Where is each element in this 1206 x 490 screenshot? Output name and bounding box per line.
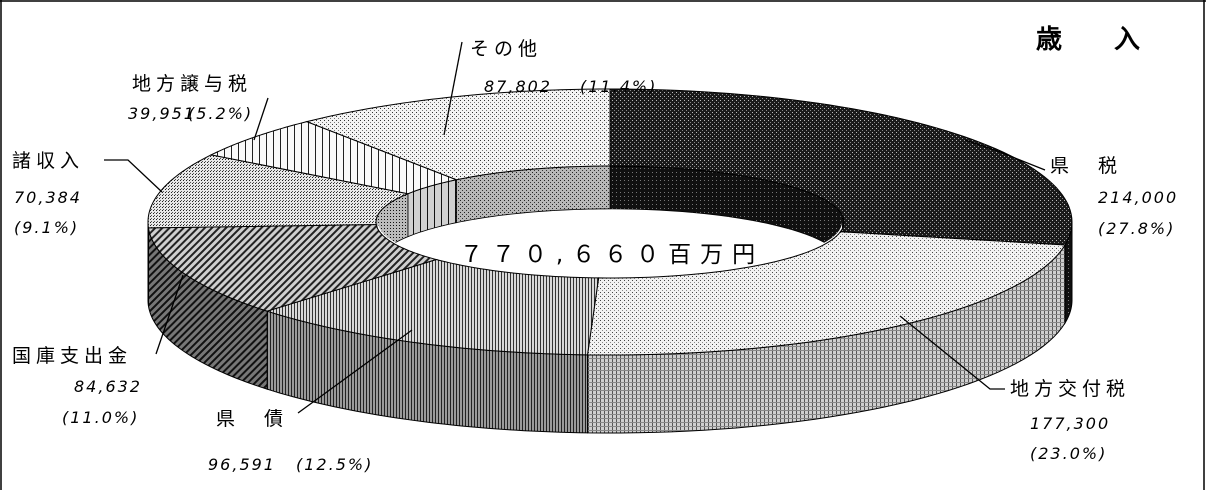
slice-label-name: 県 税 — [1050, 155, 1122, 177]
slice-label-percent: (11.4%) — [580, 77, 657, 96]
donut-outer-walls — [147, 222, 1073, 434]
slice-label-value: 214,000 — [1098, 188, 1178, 207]
slice-label-percent: (23.0%) — [1030, 444, 1107, 463]
donut-top-slices — [147, 88, 1073, 356]
slice-label-value: 39,951 — [128, 104, 196, 123]
slice-label-name: 国庫支出金 — [12, 345, 132, 367]
slice-label-name: 県 債 — [216, 408, 288, 430]
slice-label-name: 地方交付税 — [1010, 378, 1130, 400]
slice-label-name: 諸収入 — [12, 150, 84, 172]
leader-line-kenzei — [964, 139, 1046, 171]
slice-vertical-lines — [265, 259, 600, 356]
slice-light-grid — [586, 231, 1066, 356]
leader-lines — [104, 41, 1046, 414]
leader-line-jouyozei — [253, 97, 269, 141]
leader-line-sonota — [443, 41, 463, 136]
slice-small-dots — [147, 154, 410, 229]
slice-label-name: 地方譲与税 — [132, 73, 252, 95]
leader-line-chihou-koufuzei — [899, 315, 1005, 390]
chart-title: 歳 入 — [1036, 25, 1140, 55]
slice-fine-dots — [305, 88, 611, 181]
slice-label-value: 70,384 — [14, 188, 82, 207]
slice-labels: 県 税 214,000 (27.8%) 地方交付税 177,300 (23.0%… — [12, 38, 1178, 474]
slice-label-value: 177,300 — [1030, 414, 1110, 433]
slice-label-percent: (27.8%) — [1098, 219, 1175, 238]
slice-label-percent: (5.2%) — [188, 104, 253, 123]
center-total-label: ７７０,６６０百万円 — [460, 242, 764, 268]
leader-line-kensai — [297, 329, 413, 414]
leader-line-shoshunyu — [104, 159, 163, 193]
slice-label-name: その他 — [470, 38, 542, 60]
slice-sparse-vertical — [209, 121, 459, 195]
slice-dark-cross — [609, 88, 1073, 246]
slice-label-value: 87,802 — [484, 77, 552, 96]
slice-label-percent: (12.5%) — [296, 455, 373, 474]
slice-label-value: 96,591 — [208, 455, 276, 474]
slice-label-value: 84,632 — [74, 377, 142, 396]
slice-label-percent: (9.1%) — [14, 218, 79, 237]
slice-label-percent: (11.0%) — [62, 408, 139, 427]
slice-diagonal-lines — [147, 223, 439, 312]
leader-line-kokko — [155, 274, 184, 355]
